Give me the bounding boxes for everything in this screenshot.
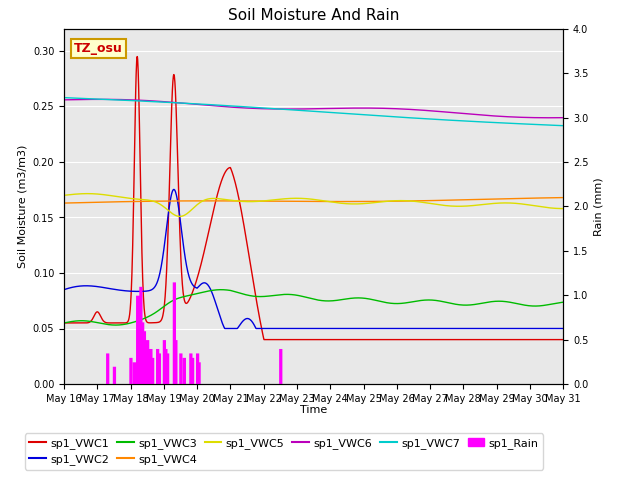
sp1_VWC4 — [559, 195, 567, 201]
sp1_VWC5 — [545, 205, 553, 211]
sp1_VWC4 — [290, 199, 298, 204]
sp1_VWC3 — [112, 322, 120, 328]
Legend: sp1_VWC1, sp1_VWC2, sp1_VWC3, sp1_VWC4, sp1_VWC5, sp1_VWC6, sp1_VWC7, sp1_Rain: sp1_VWC1, sp1_VWC2, sp1_VWC3, sp1_VWC4, … — [25, 433, 543, 469]
sp1_VWC2 — [60, 287, 68, 292]
sp1_VWC6 — [290, 106, 298, 112]
sp1_VWC2 — [545, 325, 553, 331]
sp1_VWC6 — [454, 110, 461, 116]
Line: sp1_VWC5: sp1_VWC5 — [64, 193, 563, 216]
sp1_VWC4 — [545, 195, 552, 201]
Line: sp1_VWC3: sp1_VWC3 — [64, 290, 563, 325]
sp1_VWC2 — [290, 325, 298, 331]
sp1_VWC3 — [217, 287, 225, 293]
sp1_VWC1 — [260, 337, 268, 343]
sp1_VWC2 — [559, 325, 567, 331]
sp1_VWC6 — [97, 96, 105, 102]
Line: sp1_VWC4: sp1_VWC4 — [64, 198, 563, 203]
sp1_VWC5 — [303, 196, 311, 202]
sp1_VWC4 — [303, 199, 310, 204]
Line: sp1_VWC6: sp1_VWC6 — [64, 99, 563, 118]
Line: sp1_VWC7: sp1_VWC7 — [64, 97, 563, 126]
sp1_VWC3 — [290, 292, 298, 298]
sp1_VWC5 — [545, 205, 553, 211]
sp1_VWC2 — [303, 325, 311, 331]
sp1_VWC5 — [454, 204, 461, 209]
sp1_VWC2 — [170, 187, 178, 192]
sp1_VWC5 — [559, 206, 567, 212]
sp1_VWC6 — [545, 115, 553, 120]
sp1_VWC7 — [453, 118, 461, 123]
Text: TZ_osu: TZ_osu — [74, 42, 123, 55]
sp1_VWC3 — [60, 320, 68, 326]
sp1_VWC7 — [86, 96, 93, 102]
sp1_VWC3 — [545, 301, 553, 307]
sp1_VWC2 — [454, 325, 461, 331]
sp1_VWC7 — [545, 122, 552, 128]
sp1_VWC6 — [60, 97, 68, 103]
Line: sp1_VWC2: sp1_VWC2 — [64, 190, 563, 328]
sp1_VWC5 — [290, 195, 298, 201]
sp1_VWC7 — [290, 107, 298, 113]
sp1_VWC2 — [86, 283, 93, 289]
sp1_VWC3 — [303, 295, 311, 300]
sp1_VWC7 — [559, 123, 567, 129]
Line: sp1_VWC1: sp1_VWC1 — [64, 57, 563, 340]
sp1_VWC3 — [454, 301, 461, 307]
sp1_VWC6 — [303, 106, 311, 112]
sp1_VWC1 — [559, 337, 567, 343]
sp1_VWC1 — [303, 337, 311, 343]
sp1_VWC4 — [545, 195, 552, 201]
X-axis label: Time: Time — [300, 405, 327, 415]
sp1_VWC5 — [86, 191, 93, 196]
sp1_VWC1 — [290, 337, 298, 343]
sp1_VWC1 — [454, 337, 461, 343]
Y-axis label: Soil Moisture (m3/m3): Soil Moisture (m3/m3) — [17, 144, 27, 268]
Title: Soil Moisture And Rain: Soil Moisture And Rain — [228, 9, 399, 24]
sp1_VWC6 — [546, 115, 554, 120]
sp1_VWC6 — [545, 115, 552, 120]
sp1_VWC1 — [86, 319, 93, 325]
sp1_VWC3 — [559, 300, 567, 305]
sp1_VWC7 — [303, 108, 310, 114]
sp1_VWC3 — [86, 318, 93, 324]
sp1_VWC2 — [221, 325, 228, 331]
sp1_VWC7 — [545, 122, 552, 128]
sp1_VWC1 — [545, 337, 553, 343]
sp1_VWC4 — [453, 197, 461, 203]
sp1_VWC1 — [133, 54, 141, 60]
Y-axis label: Rain (mm): Rain (mm) — [594, 177, 604, 236]
sp1_VWC1 — [60, 320, 68, 326]
sp1_VWC5 — [60, 192, 68, 198]
sp1_VWC2 — [545, 325, 553, 331]
sp1_VWC3 — [545, 301, 553, 307]
sp1_VWC1 — [545, 337, 553, 343]
sp1_VWC6 — [559, 115, 567, 120]
sp1_VWC5 — [84, 191, 92, 196]
sp1_VWC5 — [176, 214, 184, 219]
sp1_VWC4 — [86, 200, 93, 205]
sp1_VWC4 — [60, 200, 68, 206]
sp1_VWC6 — [86, 96, 93, 102]
sp1_VWC7 — [60, 95, 68, 100]
